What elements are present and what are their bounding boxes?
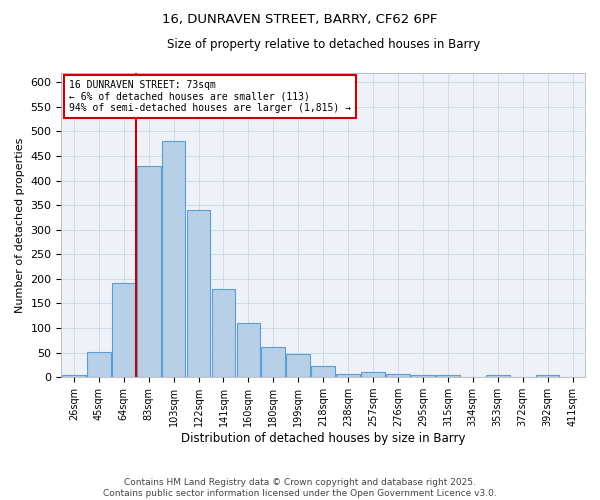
Bar (361, 372, 385, 377)
Text: 16 DUNRAVEN STREET: 73sqm
← 6% of detached houses are smaller (113)
94% of semi-: 16 DUNRAVEN STREET: 73sqm ← 6% of detach… (69, 80, 351, 114)
Bar (187, 210, 211, 377)
Title: Size of property relative to detached houses in Barry: Size of property relative to detached ho… (167, 38, 480, 51)
Bar (536, 375, 559, 377)
Bar (286, 354, 310, 377)
Bar (87, 352, 110, 377)
Bar (336, 374, 360, 377)
Bar (411, 375, 435, 377)
Bar (262, 347, 285, 377)
Bar (436, 376, 460, 377)
Bar (162, 142, 185, 377)
Bar (311, 366, 335, 377)
X-axis label: Distribution of detached houses by size in Barry: Distribution of detached houses by size … (181, 432, 466, 445)
Bar (212, 289, 235, 377)
Bar (112, 283, 136, 377)
Text: 16, DUNRAVEN STREET, BARRY, CF62 6PF: 16, DUNRAVEN STREET, BARRY, CF62 6PF (163, 12, 437, 26)
Bar (386, 374, 410, 377)
Bar (486, 376, 509, 377)
Y-axis label: Number of detached properties: Number of detached properties (15, 137, 25, 312)
Bar (236, 323, 260, 377)
Text: Contains HM Land Registry data © Crown copyright and database right 2025.
Contai: Contains HM Land Registry data © Crown c… (103, 478, 497, 498)
Bar (62, 375, 86, 377)
Bar (137, 166, 161, 377)
